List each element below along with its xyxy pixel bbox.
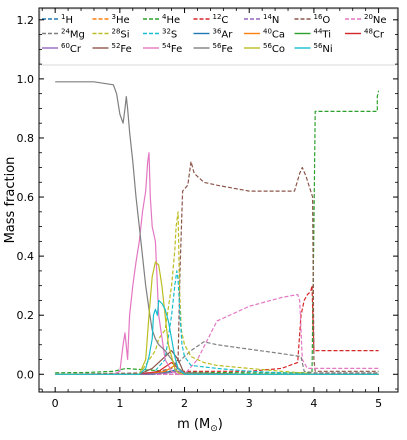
axes: 0 1 2 3 4 5 0.0 0.2 0.4 0.6 0.8 1.0 1.2 — [17, 8, 398, 410]
x-tick-label: 5 — [375, 397, 382, 410]
y-tick-label: 1.0 — [17, 73, 35, 86]
legend-label-44ti: 44Ti — [314, 28, 332, 41]
series-line-28si-8 — [55, 211, 379, 375]
legend-label-3he: 3He — [112, 13, 130, 26]
y-tick-label: 0.4 — [17, 250, 35, 263]
legend-label-12c: 12C — [213, 13, 229, 26]
series-layer — [55, 81, 380, 375]
plot-frame — [38, 7, 399, 393]
legend-label-56ni: 56Ni — [314, 42, 333, 55]
series-line-12c-3 — [55, 285, 379, 375]
y-tick-label: 0.8 — [17, 132, 35, 145]
legend-label-24mg: 24Mg — [61, 28, 85, 41]
legend-label-54fe: 54Fe — [162, 42, 182, 55]
y-tick-label: 1.2 — [17, 14, 35, 27]
y-axis-label: Mass fraction — [3, 157, 18, 244]
x-tick-label: 3 — [246, 397, 253, 410]
legend: 1H 3He 4He 12C 14N 16O 20Ne 24Mg 28Si 32S 36Ar 40Ca… — [39, 8, 398, 66]
legend-label-48cr: 48Cr — [364, 28, 385, 41]
legend-label-16o: 16O — [314, 13, 331, 26]
series-line-24mg-7 — [55, 341, 379, 375]
series-line-56co-18 — [55, 261, 379, 375]
series-line-56ni-19 — [55, 299, 379, 375]
series-line-56fe-17 — [55, 81, 379, 375]
legend-label-20ne: 20Ne — [364, 13, 387, 26]
legend-label-56fe: 56Fe — [213, 42, 233, 55]
series-line-4he-2 — [55, 90, 380, 374]
y-tick-label: 0.6 — [17, 191, 35, 204]
legend-label-40ca: 40Ca — [263, 28, 285, 41]
legend-label-56co: 56Co — [263, 42, 285, 55]
series-line-54fe-16 — [55, 152, 379, 375]
plot-background — [39, 8, 398, 392]
legend-box — [39, 8, 398, 66]
x-tick-label: 0 — [52, 397, 59, 410]
y-tick-label: 0.2 — [17, 309, 35, 322]
x-tick-label: 4 — [310, 397, 317, 410]
x-tick-label: 1 — [116, 397, 123, 410]
x-tick-label: 2 — [181, 397, 188, 410]
legend-label-4he: 4He — [162, 13, 180, 26]
x-axis-label: m (M⊙) — [177, 417, 223, 434]
series-line-16o-5 — [55, 161, 379, 375]
legend-label-14n: 14N — [263, 13, 279, 26]
series-line-32s-9 — [55, 270, 379, 375]
legend-label-28si: 28Si — [112, 28, 130, 41]
legend-label-1h: 1H — [61, 13, 73, 26]
legend-label-32s: 32S — [162, 28, 177, 41]
legend-label-52fe: 52Fe — [112, 42, 132, 55]
legend-label-36ar: 36Ar — [213, 28, 234, 41]
legend-label-60cr: 60Cr — [61, 42, 82, 55]
series-line-20ne-6 — [55, 293, 379, 375]
y-tick-label: 0.0 — [17, 368, 35, 381]
